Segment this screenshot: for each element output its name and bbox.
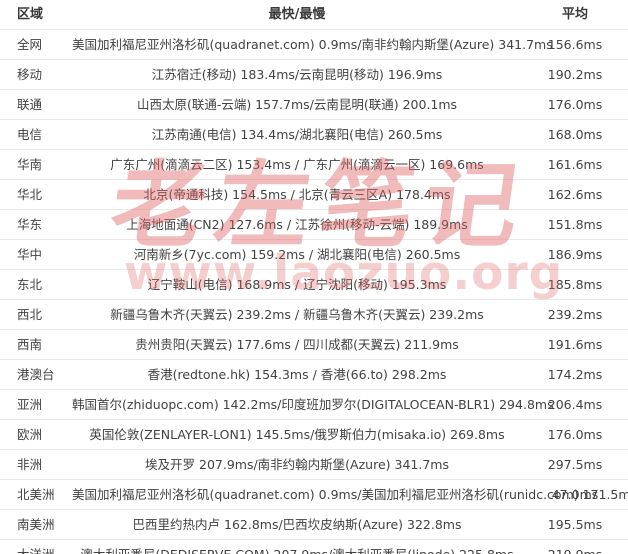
average-cell: 219.9ms (522, 540, 628, 554)
region-cell: 亚洲 (0, 389, 72, 420)
column-header-fastest-slowest: 最快/最慢 (72, 0, 522, 30)
fastest-slowest-cell: 美国加利福尼亚州洛杉矶(quadranet.com) 0.9ms/南非约翰内斯堡… (72, 29, 553, 60)
region-cell: 港澳台 (0, 359, 72, 390)
column-header-average: 平均 (522, 0, 628, 30)
region-cell: 东北 (0, 269, 72, 300)
table-row: 华北 北京(帝通科技) 154.5ms / 北京(青云三区A) 178.4ms 16… (0, 179, 628, 210)
average-cell: 176.0ms (522, 419, 628, 450)
region-cell: 华中 (0, 239, 72, 270)
table-row: 大洋洲澳大利亚悉尼(DEDISERVE.COM) 207.9ms/澳大利亚悉尼(… (0, 540, 628, 554)
region-cell: 全网 (0, 29, 72, 60)
column-header-region: 区域 (0, 0, 72, 30)
table-row: 华中 河南新乡(7yc.com) 159.2ms / 湖北襄阳(电信) 260.5… (0, 239, 628, 270)
table-row: 欧洲 英国伦敦(ZENLAYER-LON1) 145.5ms/俄罗斯伯力(misa… (0, 419, 628, 450)
table-row: 华东 上海地面通(CN2) 127.6ms / 江苏徐州(移动-云端) 189.9… (0, 209, 628, 240)
average-cell: 151.8ms (522, 209, 628, 240)
table-row: 港澳台 香港(redtone.hk) 154.3ms / 香港(66.to) 29… (0, 359, 628, 390)
fastest-slowest-cell: 辽宁鞍山(电信) 168.9ms / 辽宁沈阳(移动) 195.3ms (72, 269, 522, 300)
table-body: 全网 美国加利福尼亚州洛杉矶(quadranet.com) 0.9ms/南非约翰内… (0, 29, 628, 554)
fastest-slowest-cell: 埃及开罗 207.9ms/南非约翰内斯堡(Azure) 341.7ms (72, 449, 522, 480)
average-cell: 190.2ms (522, 59, 628, 90)
table-row: 华南 广东广州(滴滴云二区) 153.4ms / 广东广州(滴滴云一区) 169.… (0, 149, 628, 180)
average-cell: 168.0ms (522, 119, 628, 150)
average-cell: 176.0ms (522, 89, 628, 120)
region-cell: 联通 (0, 89, 72, 120)
fastest-slowest-cell: 上海地面通(CN2) 127.6ms / 江苏徐州(移动-云端) 189.9ms (72, 209, 522, 240)
average-cell: 162.6ms (522, 179, 628, 210)
average-cell: 161.6ms (522, 149, 628, 180)
average-cell: 191.6ms (522, 329, 628, 360)
fastest-slowest-cell: 广东广州(滴滴云二区) 153.4ms / 广东广州(滴滴云一区) 169.6m… (72, 149, 522, 180)
table-header-row: 区域 最快/最慢 平均 (0, 0, 628, 30)
fastest-slowest-cell: 北京(帝通科技) 154.5ms / 北京(青云三区A) 178.4ms (72, 179, 522, 210)
table-row: 西南 贵州贵阳(天翼云) 177.6ms / 四川成都(天翼云) 211.9ms 1… (0, 329, 628, 360)
table-row: 全网 美国加利福尼亚州洛杉矶(quadranet.com) 0.9ms/南非约翰内… (0, 29, 628, 60)
average-cell: 47.0ms (522, 479, 628, 510)
region-cell: 华东 (0, 209, 72, 240)
region-cell: 欧洲 (0, 419, 72, 450)
region-cell: 电信 (0, 119, 72, 150)
table-row: 联通 山西太原(联通-云端) 157.7ms/云南昆明(联通) 200.1ms 17… (0, 89, 628, 120)
fastest-slowest-cell: 江苏南通(电信) 134.4ms/湖北襄阳(电信) 260.5ms (72, 119, 522, 150)
region-cell: 华北 (0, 179, 72, 210)
region-cell: 南美洲 (0, 509, 72, 540)
fastest-slowest-cell: 澳大利亚悉尼(DEDISERVE.COM) 207.9ms/澳大利亚悉尼(lin… (72, 540, 522, 554)
fastest-slowest-cell: 新疆乌鲁木齐(天翼云) 239.2ms / 新疆乌鲁木齐(天翼云) 239.2m… (72, 299, 522, 330)
region-cell: 北美洲 (0, 479, 72, 510)
fastest-slowest-cell: 贵州贵阳(天翼云) 177.6ms / 四川成都(天翼云) 211.9ms (72, 329, 522, 360)
average-cell: 174.2ms (522, 359, 628, 390)
region-cell: 西北 (0, 299, 72, 330)
fastest-slowest-cell: 英国伦敦(ZENLAYER-LON1) 145.5ms/俄罗斯伯力(misaka… (72, 419, 522, 450)
average-cell: 185.8ms (522, 269, 628, 300)
fastest-slowest-cell: 山西太原(联通-云端) 157.7ms/云南昆明(联通) 200.1ms (72, 89, 522, 120)
fastest-slowest-cell: 江苏宿迁(移动) 183.4ms/云南昆明(移动) 196.9ms (72, 59, 522, 90)
average-cell: 297.5ms (522, 449, 628, 480)
fastest-slowest-cell: 河南新乡(7yc.com) 159.2ms / 湖北襄阳(电信) 260.5ms (72, 239, 522, 270)
table-row: 移动 江苏宿迁(移动) 183.4ms/云南昆明(移动) 196.9ms 190.2… (0, 59, 628, 90)
table-row: 西北 新疆乌鲁木齐(天翼云) 239.2ms / 新疆乌鲁木齐(天翼云) 239.… (0, 299, 628, 330)
fastest-slowest-cell: 巴西里约热内卢 162.8ms/巴西坎皮纳斯(Azure) 322.8ms (72, 509, 522, 540)
fastest-slowest-cell: 香港(redtone.hk) 154.3ms / 香港(66.to) 298.2… (72, 359, 522, 390)
table-row: 南美洲 巴西里约热内卢 162.8ms/巴西坎皮纳斯(Azure) 322.8ms… (0, 509, 628, 540)
table-row: 电信 江苏南通(电信) 134.4ms/湖北襄阳(电信) 260.5ms 168.0… (0, 119, 628, 150)
region-cell: 大洋洲 (0, 540, 72, 554)
table-row: 亚洲 韩国首尔(zhiduopc.com) 142.2ms/印度班加罗尔(DIGI… (0, 389, 628, 420)
fastest-slowest-cell: 美国加利福尼亚州洛杉矶(quadranet.com) 0.9ms/美国加利福尼亚… (72, 479, 628, 510)
average-cell: 206.4ms (522, 389, 628, 420)
average-cell: 195.5ms (522, 509, 628, 540)
table-row: 东北 辽宁鞍山(电信) 168.9ms / 辽宁沈阳(移动) 195.3ms 185… (0, 269, 628, 300)
fastest-slowest-cell: 韩国首尔(zhiduopc.com) 142.2ms/印度班加罗尔(DIGITA… (72, 389, 554, 420)
region-cell: 华南 (0, 149, 72, 180)
table-row: 非洲 埃及开罗 207.9ms/南非约翰内斯堡(Azure) 341.7ms 297… (0, 449, 628, 480)
region-cell: 非洲 (0, 449, 72, 480)
average-cell: 239.2ms (522, 299, 628, 330)
average-cell: 156.6ms (522, 29, 628, 60)
average-cell: 186.9ms (522, 239, 628, 270)
table-row: 北美洲 美国加利福尼亚州洛杉矶(quadranet.com) 0.9ms/美国加利… (0, 479, 628, 510)
region-cell: 移动 (0, 59, 72, 90)
region-cell: 西南 (0, 329, 72, 360)
